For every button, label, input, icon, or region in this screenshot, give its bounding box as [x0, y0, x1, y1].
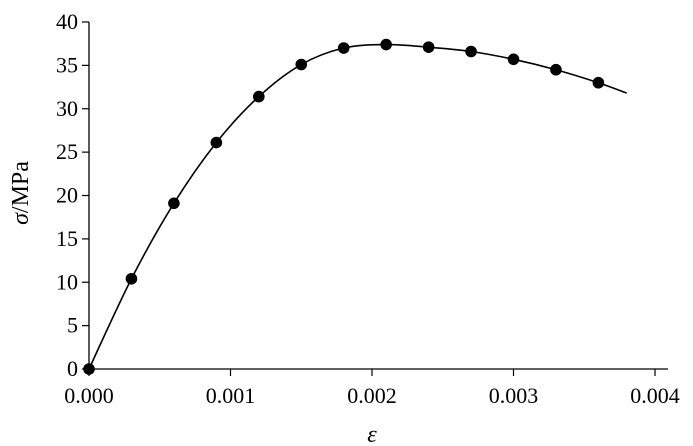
y-axis-title: σ/MPa — [8, 161, 34, 225]
x-tick-label: 0.001 — [206, 383, 256, 408]
data-point — [507, 53, 520, 66]
x-tick-label: 0.000 — [64, 383, 114, 408]
y-tick-label: 15 — [56, 226, 78, 251]
y-axis-title-symbol: σ — [8, 212, 34, 225]
y-tick-label: 35 — [56, 52, 78, 77]
data-point — [210, 136, 223, 149]
data-point — [550, 63, 562, 76]
y-tick-label: 10 — [56, 269, 78, 294]
y-axis-ticks: 0 5 10 15 20 25 30 35 40 — [56, 9, 89, 381]
data-point — [252, 90, 265, 103]
x-tick-label: 0.002 — [347, 383, 397, 408]
x-axis-title: ε — [367, 422, 377, 446]
x-tick-label: 0.004 — [630, 383, 680, 408]
data-point — [168, 197, 180, 210]
data-point — [592, 76, 605, 89]
axes — [88, 22, 668, 370]
data-point — [125, 272, 138, 285]
y-tick-label: 5 — [67, 313, 78, 338]
data-point — [465, 45, 477, 58]
data-point — [422, 41, 435, 53]
data-point — [83, 363, 95, 375]
y-tick-label: 30 — [56, 96, 78, 121]
x-tick-label: 0.003 — [489, 383, 539, 408]
y-tick-label: 40 — [56, 9, 78, 34]
data-point — [295, 58, 308, 71]
y-axis-title-unit: /MPa — [8, 161, 34, 213]
data-points — [83, 38, 605, 375]
y-tick-label: 20 — [56, 183, 78, 208]
data-point — [380, 38, 392, 51]
y-tick-label: 25 — [56, 139, 78, 164]
data-point — [337, 42, 350, 54]
x-axis-ticks: 0.000 0.001 0.002 0.003 0.004 — [64, 369, 680, 408]
y-tick-label: 0 — [67, 356, 78, 381]
